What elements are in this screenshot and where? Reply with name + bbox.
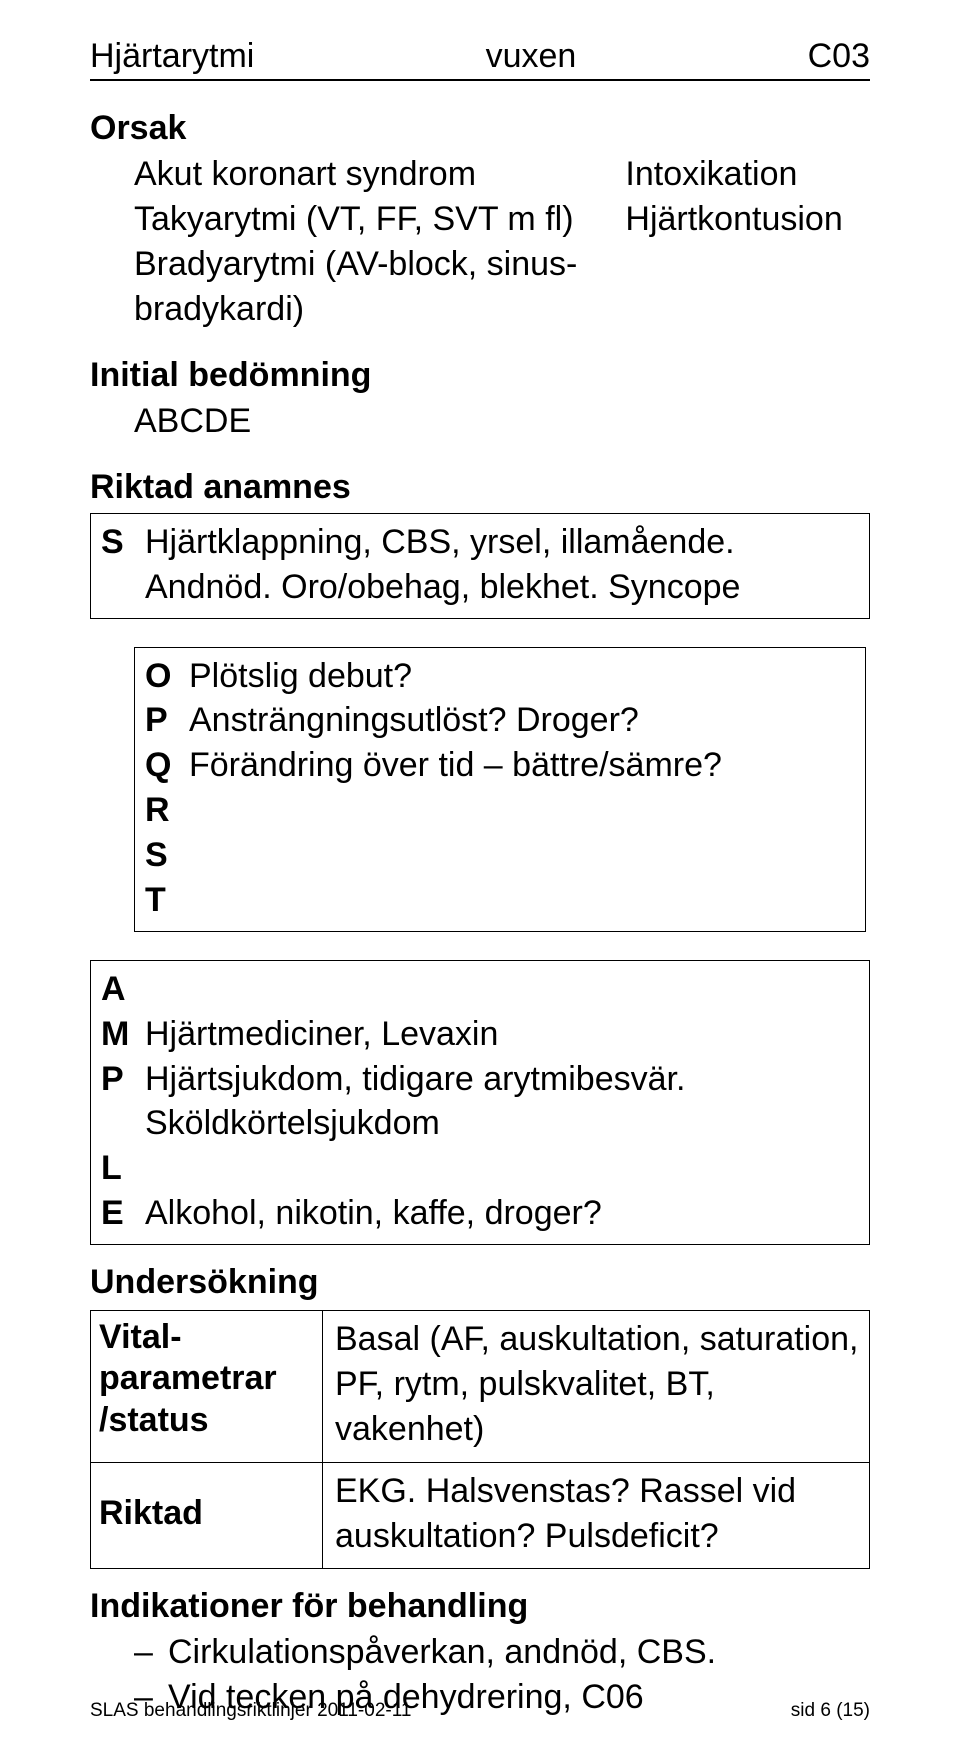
anamnes-s-box: S Hjärtklappning, CBS, yrsel, illamående…	[90, 513, 870, 619]
opqrst-text: Plötslig debut?	[189, 654, 855, 699]
undersokning-heading: Undersökning	[90, 1263, 870, 1302]
page-header: Hjärtarytmi vuxen C03	[90, 38, 870, 81]
undersokning-right: Basal (AF, auskultation, saturation, PF,…	[323, 1311, 869, 1462]
undersokning-left: Riktad	[91, 1463, 323, 1569]
indikationer-bullet-text: Cirkulationspåverkan, andnöd, CBS.	[168, 1630, 716, 1675]
page: Hjärtarytmi vuxen C03 Orsak Akut koronar…	[0, 0, 960, 1750]
footer-right: sid 6 (15)	[791, 1700, 870, 1722]
orsak-right-col: Intoxikation Hjärtkontusion	[625, 152, 842, 332]
initial-heading: Initial bedömning	[90, 356, 870, 395]
orsak-left-line: Takyarytmi (VT, FF, SVT m fl)	[134, 197, 577, 242]
orsak-left-col: Akut koronart syndrom Takyarytmi (VT, FF…	[134, 152, 577, 332]
indikationer-bullet: – Cirkulationspåverkan, andnöd, CBS.	[90, 1630, 870, 1675]
orsak-left-line: Akut koronart syndrom	[134, 152, 577, 197]
opqrst-text	[189, 833, 855, 878]
orsak-right-line: Hjärtkontusion	[625, 197, 842, 242]
undersokning-left-line: /status	[99, 1400, 314, 1441]
undersokning-row: Vital- parametrar /status Basal (AF, aus…	[90, 1310, 870, 1463]
undersokning-left-line: parametrar	[99, 1358, 314, 1399]
anamnes-s-text: Hjärtklappning, CBS, yrsel, illamående. …	[145, 520, 859, 610]
orsak-left-line: bradykardi)	[134, 287, 577, 332]
ample-text	[145, 1146, 859, 1191]
ample-text	[145, 967, 859, 1012]
indikationer-heading: Indikationer för behandling	[90, 1587, 870, 1626]
opqrst-key: P	[145, 698, 189, 743]
ample-key: M	[101, 1012, 145, 1057]
opqrst-box: OPlötslig debut? PAnsträngningsutlöst? D…	[134, 647, 866, 932]
undersokning-table: Vital- parametrar /status Basal (AF, aus…	[90, 1310, 870, 1569]
undersokning-left: Vital- parametrar /status	[91, 1311, 323, 1462]
ample-box: A MHjärtmediciner, Levaxin PHjärtsjukdom…	[90, 960, 870, 1245]
undersokning-left-line: Riktad	[99, 1493, 203, 1534]
opqrst-key: O	[145, 654, 189, 699]
bullet-dash-icon: –	[134, 1630, 168, 1675]
orsak-left-line: Bradyarytmi (AV-block, sinus-	[134, 242, 577, 287]
ample-text: Alkohol, nikotin, kaffe, droger?	[145, 1191, 859, 1236]
footer-left: SLAS behandlingsriktlinjer 2011-02-11	[90, 1700, 411, 1722]
anamnes-s-key: S	[101, 520, 145, 610]
undersokning-right: EKG. Halsvenstas? Rassel vid auskultatio…	[323, 1463, 869, 1569]
orsak-heading: Orsak	[90, 109, 870, 148]
undersokning-row: Riktad EKG. Halsvenstas? Rassel vid ausk…	[90, 1463, 870, 1570]
opqrst-text	[189, 788, 855, 833]
ample-text: Hjärtmediciner, Levaxin	[145, 1012, 859, 1057]
ample-key: A	[101, 967, 145, 1012]
orsak-right-line: Intoxikation	[625, 152, 842, 197]
ample-key: P	[101, 1057, 145, 1147]
ample-key: E	[101, 1191, 145, 1236]
opqrst-key: Q	[145, 743, 189, 788]
opqrst-key: T	[145, 878, 189, 923]
opqrst-key: R	[145, 788, 189, 833]
opqrst-text: Ansträngningsutlöst? Droger?	[189, 698, 855, 743]
orsak-columns: Akut koronart syndrom Takyarytmi (VT, FF…	[90, 152, 870, 332]
opqrst-text: Förändring över tid – bättre/sämre?	[189, 743, 855, 788]
opqrst-text	[189, 878, 855, 923]
undersokning-left-line: Vital-	[99, 1317, 314, 1358]
header-code: C03	[808, 38, 870, 75]
ample-text: Hjärtsjukdom, tidigare arytmibesvär. Skö…	[145, 1057, 859, 1147]
page-footer: SLAS behandlingsriktlinjer 2011-02-11 si…	[90, 1700, 870, 1722]
initial-value: ABCDE	[90, 399, 870, 444]
anamnes-heading: Riktad anamnes	[90, 468, 870, 507]
header-center: vuxen	[486, 38, 577, 75]
ample-key: L	[101, 1146, 145, 1191]
opqrst-key: S	[145, 833, 189, 878]
header-title: Hjärtarytmi	[90, 38, 254, 75]
